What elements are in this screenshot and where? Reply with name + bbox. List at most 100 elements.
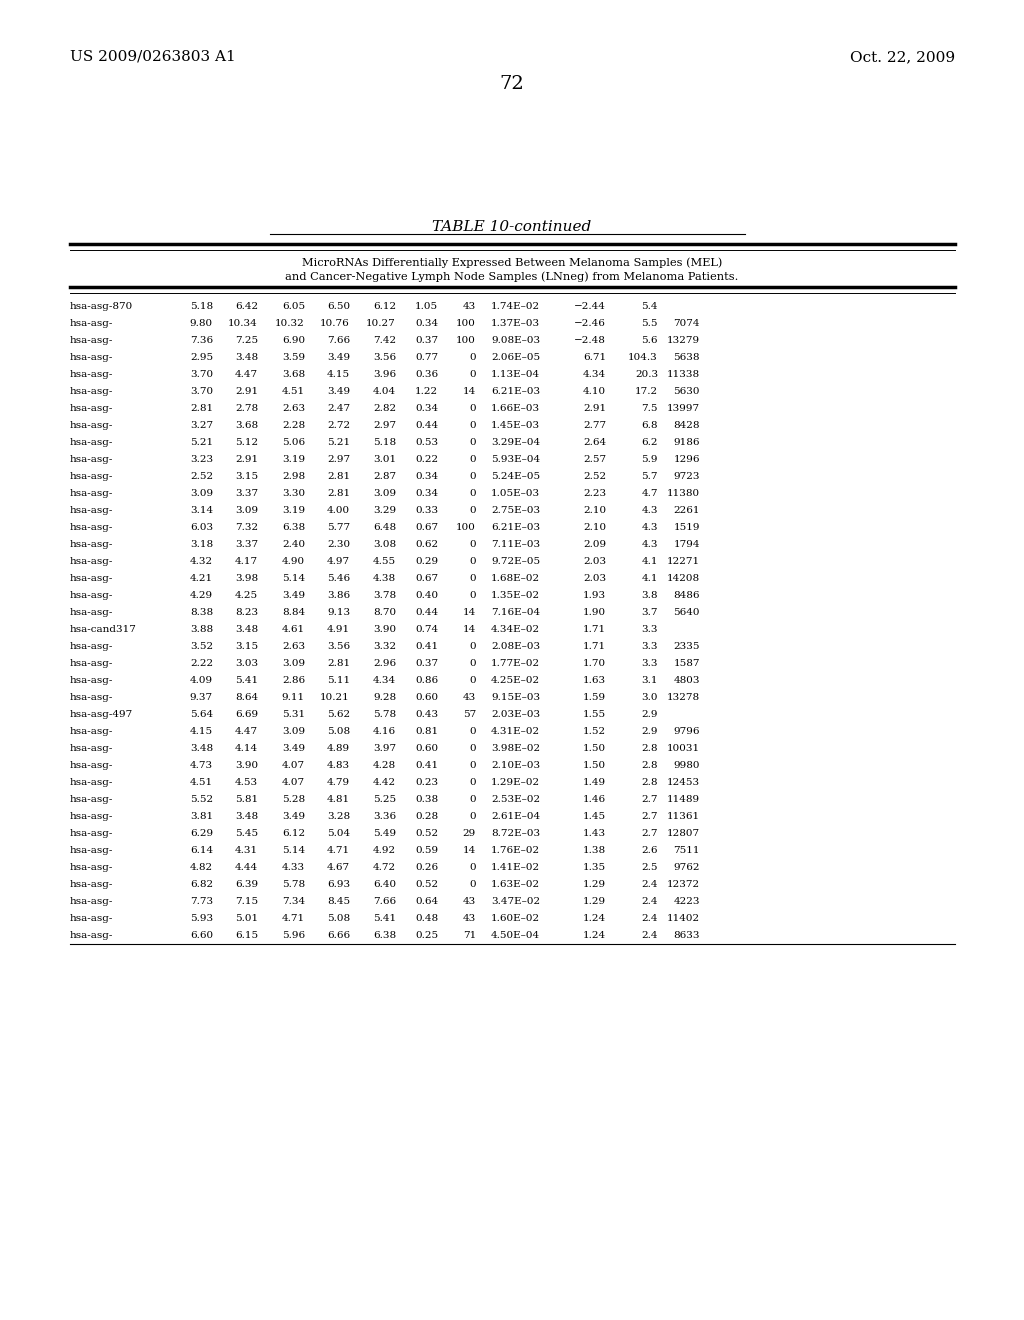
Text: 0: 0 [469, 488, 476, 498]
Text: 4.47: 4.47 [234, 370, 258, 379]
Text: US 2009/0263803 A1: US 2009/0263803 A1 [70, 50, 236, 63]
Text: 8.38: 8.38 [189, 609, 213, 616]
Text: 3.48: 3.48 [234, 624, 258, 634]
Text: 8.84: 8.84 [282, 609, 305, 616]
Text: 6.14: 6.14 [189, 846, 213, 855]
Text: 3.48: 3.48 [234, 812, 258, 821]
Text: 0.74: 0.74 [415, 624, 438, 634]
Text: 2.22: 2.22 [189, 659, 213, 668]
Text: 2.06E–05: 2.06E–05 [490, 352, 540, 362]
Text: 2.63: 2.63 [282, 642, 305, 651]
Text: 4.47: 4.47 [234, 727, 258, 737]
Text: 5.18: 5.18 [189, 302, 213, 312]
Text: 0: 0 [469, 795, 476, 804]
Text: 10.21: 10.21 [321, 693, 350, 702]
Text: 1.22: 1.22 [415, 387, 438, 396]
Text: 2.08E–03: 2.08E–03 [490, 642, 540, 651]
Text: 12372: 12372 [667, 880, 700, 888]
Text: 4.91: 4.91 [327, 624, 350, 634]
Text: 43: 43 [463, 693, 476, 702]
Text: 1.71: 1.71 [583, 624, 606, 634]
Text: 4.1: 4.1 [641, 557, 658, 566]
Text: 1.29: 1.29 [583, 898, 606, 906]
Text: hsa-asg-: hsa-asg- [70, 777, 114, 787]
Text: 13279: 13279 [667, 337, 700, 345]
Text: 3.03: 3.03 [234, 659, 258, 668]
Text: 2.97: 2.97 [373, 421, 396, 430]
Text: 0.43: 0.43 [415, 710, 438, 719]
Text: 2.77: 2.77 [583, 421, 606, 430]
Text: 2.52: 2.52 [583, 473, 606, 480]
Text: 5.24E–05: 5.24E–05 [490, 473, 540, 480]
Text: 3.70: 3.70 [189, 387, 213, 396]
Text: 3.48: 3.48 [234, 352, 258, 362]
Text: 2.4: 2.4 [641, 898, 658, 906]
Text: 4.34: 4.34 [373, 676, 396, 685]
Text: 3.37: 3.37 [234, 488, 258, 498]
Text: 0: 0 [469, 557, 476, 566]
Text: TABLE 10-continued: TABLE 10-continued [432, 220, 592, 234]
Text: 0.34: 0.34 [415, 488, 438, 498]
Text: 1.05E–03: 1.05E–03 [490, 488, 540, 498]
Text: 2.91: 2.91 [583, 404, 606, 413]
Text: 2.10E–03: 2.10E–03 [490, 762, 540, 770]
Text: 29: 29 [463, 829, 476, 838]
Text: 0.53: 0.53 [415, 438, 438, 447]
Text: hsa-asg-: hsa-asg- [70, 438, 114, 447]
Text: 0: 0 [469, 421, 476, 430]
Text: 4.07: 4.07 [282, 777, 305, 787]
Text: 0: 0 [469, 438, 476, 447]
Text: 5.12: 5.12 [234, 438, 258, 447]
Text: 4.50E–04: 4.50E–04 [490, 931, 540, 940]
Text: hsa-asg-: hsa-asg- [70, 523, 114, 532]
Text: 4.67: 4.67 [327, 863, 350, 873]
Text: 3.81: 3.81 [189, 812, 213, 821]
Text: 11361: 11361 [667, 812, 700, 821]
Text: hsa-asg-: hsa-asg- [70, 473, 114, 480]
Text: 0: 0 [469, 352, 476, 362]
Text: 7.25: 7.25 [234, 337, 258, 345]
Text: 1.74E–02: 1.74E–02 [490, 302, 540, 312]
Text: 3.19: 3.19 [282, 455, 305, 465]
Text: 104.3: 104.3 [629, 352, 658, 362]
Text: 0: 0 [469, 370, 476, 379]
Text: 5.41: 5.41 [373, 913, 396, 923]
Text: 4.7: 4.7 [641, 488, 658, 498]
Text: 2.8: 2.8 [641, 744, 658, 752]
Text: 9.08E–03: 9.08E–03 [490, 337, 540, 345]
Text: 3.0: 3.0 [641, 693, 658, 702]
Text: 3.97: 3.97 [373, 744, 396, 752]
Text: 3.29E–04: 3.29E–04 [490, 438, 540, 447]
Text: 1794: 1794 [674, 540, 700, 549]
Text: 2.5: 2.5 [641, 863, 658, 873]
Text: 1.59: 1.59 [583, 693, 606, 702]
Text: 5.01: 5.01 [234, 913, 258, 923]
Text: 4.33: 4.33 [282, 863, 305, 873]
Text: 5.81: 5.81 [234, 795, 258, 804]
Text: 2.03E–03: 2.03E–03 [490, 710, 540, 719]
Text: 2.09: 2.09 [583, 540, 606, 549]
Text: 1.50: 1.50 [583, 744, 606, 752]
Text: 14208: 14208 [667, 574, 700, 583]
Text: 2.47: 2.47 [327, 404, 350, 413]
Text: 9.72E–05: 9.72E–05 [490, 557, 540, 566]
Text: hsa-cand317: hsa-cand317 [70, 624, 137, 634]
Text: 7.16E–04: 7.16E–04 [490, 609, 540, 616]
Text: 2.64: 2.64 [583, 438, 606, 447]
Text: and Cancer-Negative Lymph Node Samples (LNneg) from Melanoma Patients.: and Cancer-Negative Lymph Node Samples (… [286, 271, 738, 281]
Text: 4.15: 4.15 [327, 370, 350, 379]
Text: hsa-asg-: hsa-asg- [70, 352, 114, 362]
Text: 1.24: 1.24 [583, 931, 606, 940]
Text: 6.39: 6.39 [234, 880, 258, 888]
Text: 0.77: 0.77 [415, 352, 438, 362]
Text: 0.37: 0.37 [415, 659, 438, 668]
Text: 6.40: 6.40 [373, 880, 396, 888]
Text: 0: 0 [469, 812, 476, 821]
Text: 3.08: 3.08 [373, 540, 396, 549]
Text: hsa-asg-: hsa-asg- [70, 795, 114, 804]
Text: 6.69: 6.69 [234, 710, 258, 719]
Text: 2.63: 2.63 [282, 404, 305, 413]
Text: 12453: 12453 [667, 777, 700, 787]
Text: 10031: 10031 [667, 744, 700, 752]
Text: 4.44: 4.44 [234, 863, 258, 873]
